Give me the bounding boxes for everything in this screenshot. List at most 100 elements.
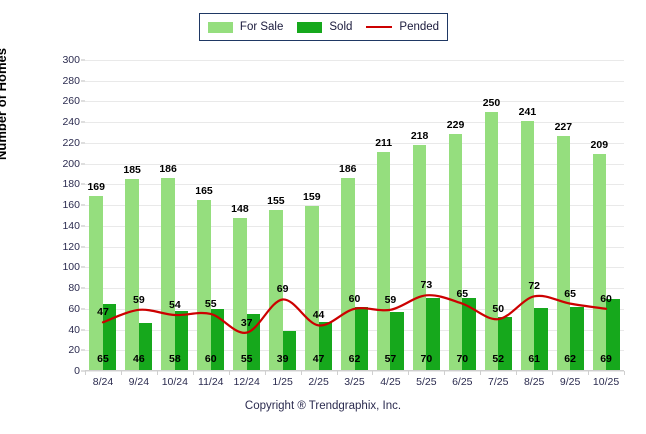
x-axis-tick-label: 8/25	[523, 376, 545, 388]
legend-swatch-for-sale-icon	[207, 21, 233, 33]
bar-sold[interactable]	[138, 323, 153, 371]
bar-for-sale[interactable]	[592, 154, 607, 371]
y-axis-tick-mark	[81, 121, 85, 123]
x-axis-tick-mark	[516, 371, 518, 375]
x-axis-tick-label: 9/25	[559, 376, 581, 388]
chart-legend: For Sale Sold Pended	[199, 13, 448, 41]
bar-for-sale[interactable]	[89, 195, 103, 371]
gridline	[85, 101, 624, 103]
x-axis-tick-label: 12/24	[233, 376, 260, 388]
bar-for-sale[interactable]	[341, 178, 355, 371]
pended-value-label: 69	[276, 283, 289, 296]
bar-value-label-sold: 58	[168, 353, 181, 365]
bar-value-label-sold: 57	[384, 353, 397, 365]
bar-value-label-for-sale: 165	[195, 184, 213, 197]
legend-line-pended-icon	[366, 26, 393, 28]
y-axis-tick-label: 260	[62, 95, 80, 108]
x-axis-tick-mark	[264, 371, 266, 375]
bar-value-label-sold: 47	[312, 353, 325, 365]
x-axis-tick-label: 3/25	[344, 376, 365, 388]
gridline	[85, 122, 624, 124]
pended-value-label: 59	[133, 293, 145, 306]
pended-value-label: 59	[384, 293, 397, 306]
bar-for-sale[interactable]	[376, 152, 391, 371]
bar-value-label-for-sale: 209	[590, 139, 609, 152]
y-axis-tick-label: 200	[62, 157, 80, 170]
bar-for-sale[interactable]	[412, 145, 427, 371]
legend-label-for-sale: For Sale	[239, 21, 284, 33]
bar-value-label-for-sale: 211	[375, 137, 393, 150]
legend-item-for-sale[interactable]: For Sale	[201, 21, 290, 33]
x-axis-tick-label: 4/25	[380, 376, 401, 388]
legend-item-sold[interactable]: Sold	[290, 21, 359, 33]
gridline	[85, 267, 624, 269]
legend-swatch-sold-icon	[297, 21, 323, 33]
bar-value-label-for-sale: 169	[87, 180, 105, 193]
x-axis-tick-label: 10/25	[592, 376, 620, 388]
bar-sold[interactable]	[282, 330, 297, 371]
pended-value-label: 72	[528, 280, 540, 293]
x-axis-tick-mark	[372, 371, 374, 375]
y-axis-tick-label: 160	[62, 199, 80, 212]
bar-value-label-sold: 46	[133, 353, 145, 365]
bar-for-sale[interactable]	[305, 206, 319, 371]
pended-value-label: 50	[492, 303, 505, 316]
bar-for-sale[interactable]	[556, 135, 571, 371]
bar-value-label-for-sale: 186	[338, 163, 357, 176]
x-axis-tick-mark	[408, 371, 410, 375]
x-axis-tick-label: 9/24	[128, 376, 150, 388]
y-axis-tick-mark	[81, 59, 85, 61]
bar-sold[interactable]	[318, 322, 333, 371]
x-axis-tick-mark	[192, 371, 194, 375]
y-axis-tick-mark	[81, 287, 85, 289]
y-axis-tick-label: 20	[68, 344, 80, 357]
plot-area: 169 65 185 46 186 58 165 60 148 55 155 39 159 47 186 62…	[85, 60, 624, 372]
gridline	[85, 225, 624, 227]
y-axis-tick-mark	[81, 225, 85, 227]
bar-for-sale[interactable]	[125, 179, 139, 371]
bar-for-sale[interactable]	[233, 217, 247, 371]
bar-value-label-for-sale: 229	[446, 118, 465, 131]
bar-for-sale[interactable]	[484, 111, 499, 371]
bar-value-label-for-sale: 227	[554, 120, 573, 133]
pended-value-label: 60	[348, 292, 361, 305]
y-axis-tick-mark	[81, 100, 85, 102]
x-axis-tick-mark	[552, 371, 554, 375]
y-axis-tick-label: 140	[62, 219, 80, 232]
x-axis-tick-label: 11/24	[198, 376, 224, 388]
x-axis-tick-label: 7/25	[488, 376, 509, 388]
bar-value-label-sold: 70	[420, 353, 433, 365]
gridline	[85, 288, 624, 290]
y-axis-tick-label: 180	[62, 178, 80, 191]
bar-value-label-for-sale: 241	[518, 106, 537, 119]
gridline	[85, 163, 624, 165]
bar-value-label-for-sale: 155	[267, 195, 285, 208]
y-axis-tick-mark	[81, 308, 85, 310]
x-axis-tick-mark	[588, 371, 590, 375]
x-axis-tick-label: 2/25	[308, 376, 329, 388]
bar-value-label-sold: 70	[456, 353, 469, 365]
y-axis-tick-label: 240	[62, 116, 80, 129]
bar-for-sale[interactable]	[448, 133, 463, 371]
y-axis-tick-mark	[81, 349, 85, 351]
pended-value-label: 44	[312, 309, 325, 322]
x-axis-tick-mark	[300, 371, 302, 375]
y-axis-tick-mark	[81, 80, 85, 82]
y-axis-tick-mark	[81, 329, 85, 331]
gridline	[85, 246, 624, 248]
pended-value-label: 37	[240, 316, 253, 329]
y-axis-tick-label: 0	[74, 365, 80, 377]
x-axis-tick-label: 1/25	[272, 376, 293, 388]
bar-for-sale[interactable]	[161, 178, 175, 371]
y-axis-tick-mark	[81, 142, 85, 144]
y-axis-tick-label: 220	[62, 136, 80, 149]
bar-value-label-for-sale: 148	[231, 202, 249, 215]
legend-item-pended[interactable]: Pended	[359, 21, 446, 33]
x-axis-tick-mark	[156, 371, 158, 375]
y-axis-tick-mark	[81, 370, 85, 372]
x-axis-tick-mark	[624, 371, 625, 375]
bar-sold[interactable]	[606, 299, 620, 371]
bar-for-sale[interactable]	[520, 121, 535, 371]
bar-for-sale[interactable]	[197, 199, 211, 371]
